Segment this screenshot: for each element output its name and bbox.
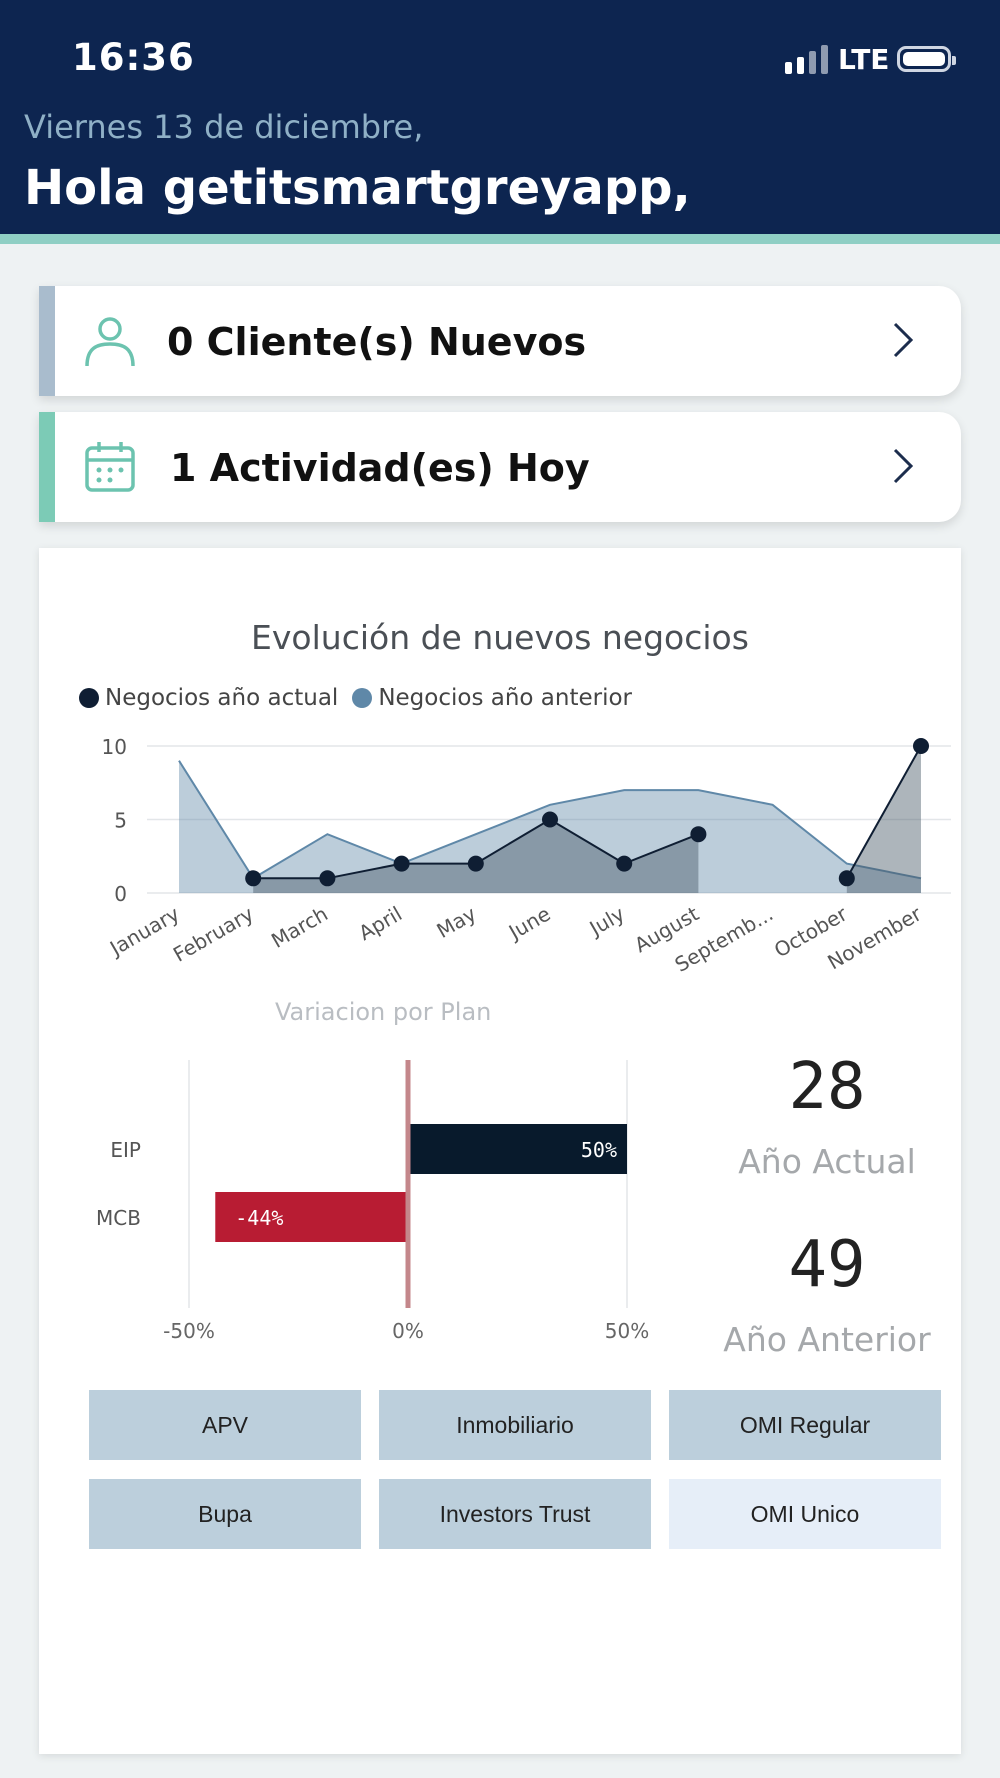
series-current-point [542, 811, 558, 828]
series-current-point [616, 855, 633, 872]
series-current-point [393, 855, 410, 872]
legend-label: Negocios año actual [105, 685, 339, 711]
previous-year-value: 49 [788, 1228, 866, 1302]
header: 16:36 LTE Viernes 13 de diciembre, Hola … [0, 0, 1000, 234]
calendar-icon [85, 442, 135, 492]
network-label: LTE [838, 42, 890, 76]
current-year-value: 28 [788, 1050, 866, 1124]
chevron-right-icon [893, 322, 914, 358]
filter-apv-button[interactable]: APV [89, 1390, 361, 1460]
bar [408, 1124, 627, 1174]
bar-category-label: MCB [96, 1206, 141, 1230]
previous-year-label: Año Anterior [723, 1320, 931, 1359]
current-year-label: Año Actual [738, 1142, 916, 1181]
x-tick-label: March [267, 902, 332, 953]
header-divider [0, 234, 1000, 244]
series-current-point [913, 738, 929, 754]
y-tick-label: 5 [114, 809, 127, 833]
legend-dot [79, 688, 99, 708]
filter-omi-unico-button[interactable]: OMI Unico [669, 1479, 941, 1549]
filter-investors-trust-button[interactable]: Investors Trust [379, 1479, 651, 1549]
activities-label: 1 Actividad(es) Hoy [170, 446, 590, 490]
bar-value-label: 50% [581, 1138, 617, 1162]
series-current-point [467, 855, 484, 872]
series-previous-line [178, 760, 922, 880]
chevron-right-icon [893, 448, 914, 484]
user-icon [85, 317, 135, 367]
x-tick-label: May [432, 901, 480, 943]
activities-today-card[interactable]: 1 Actividad(es) Hoy [39, 412, 961, 522]
x-tick-label: July [584, 901, 629, 941]
status-indicators: LTE [785, 42, 957, 76]
series-current-point [690, 826, 707, 843]
series-current-point [319, 870, 336, 887]
dashboard-panel: Evolución de nuevos negocios Negocios añ… [39, 548, 961, 1754]
legend-label: Negocios año anterior [378, 685, 633, 711]
bar-x-tick-label: 0% [392, 1319, 424, 1343]
x-tick-label: February [169, 901, 258, 966]
battery-icon [897, 46, 957, 72]
card-accent [39, 412, 55, 522]
chart-title: Evolución de nuevos negocios [251, 618, 749, 657]
legend-dot [352, 688, 373, 708]
series-current-line [845, 745, 922, 879]
bar [215, 1192, 408, 1242]
x-tick-label: April [355, 902, 407, 946]
legend-item-previous[interactable]: Negocios año anterior [352, 685, 632, 711]
chart-legend: Negocios año actual Negocios año anterio… [79, 685, 646, 711]
series-current-area [846, 746, 921, 893]
series-current-area [253, 819, 699, 893]
new-clients-label: 0 Cliente(s) Nuevos [167, 320, 587, 364]
legend-item-current[interactable]: Negocios año actual [79, 685, 338, 711]
filter-bupa-button[interactable]: Bupa [89, 1479, 361, 1549]
signal-icon [785, 44, 828, 74]
card-accent [39, 286, 55, 396]
filter-inmobiliario-button[interactable]: Inmobiliario [379, 1390, 651, 1460]
date-label: Viernes 13 de diciembre, [24, 108, 424, 146]
series-current-point [245, 870, 262, 887]
y-tick-label: 0 [114, 882, 127, 906]
x-tick-label: June [503, 902, 554, 946]
series-current-point [838, 870, 855, 887]
filter-omi-regular-button[interactable]: OMI Regular [669, 1390, 941, 1460]
bar-value-label: -44% [235, 1206, 283, 1230]
bar-chart-title: Variacion por Plan [275, 998, 492, 1026]
new-clients-card[interactable]: 0 Cliente(s) Nuevos [39, 286, 961, 396]
y-tick-label: 10 [102, 735, 127, 759]
bar-category-label: EIP [110, 1138, 141, 1162]
bar-x-tick-label: -50% [163, 1319, 215, 1343]
bar-x-tick-label: 50% [605, 1319, 649, 1343]
greeting-title: Hola getitsmartgreyapp, [24, 160, 691, 216]
status-time: 16:36 [72, 36, 195, 79]
